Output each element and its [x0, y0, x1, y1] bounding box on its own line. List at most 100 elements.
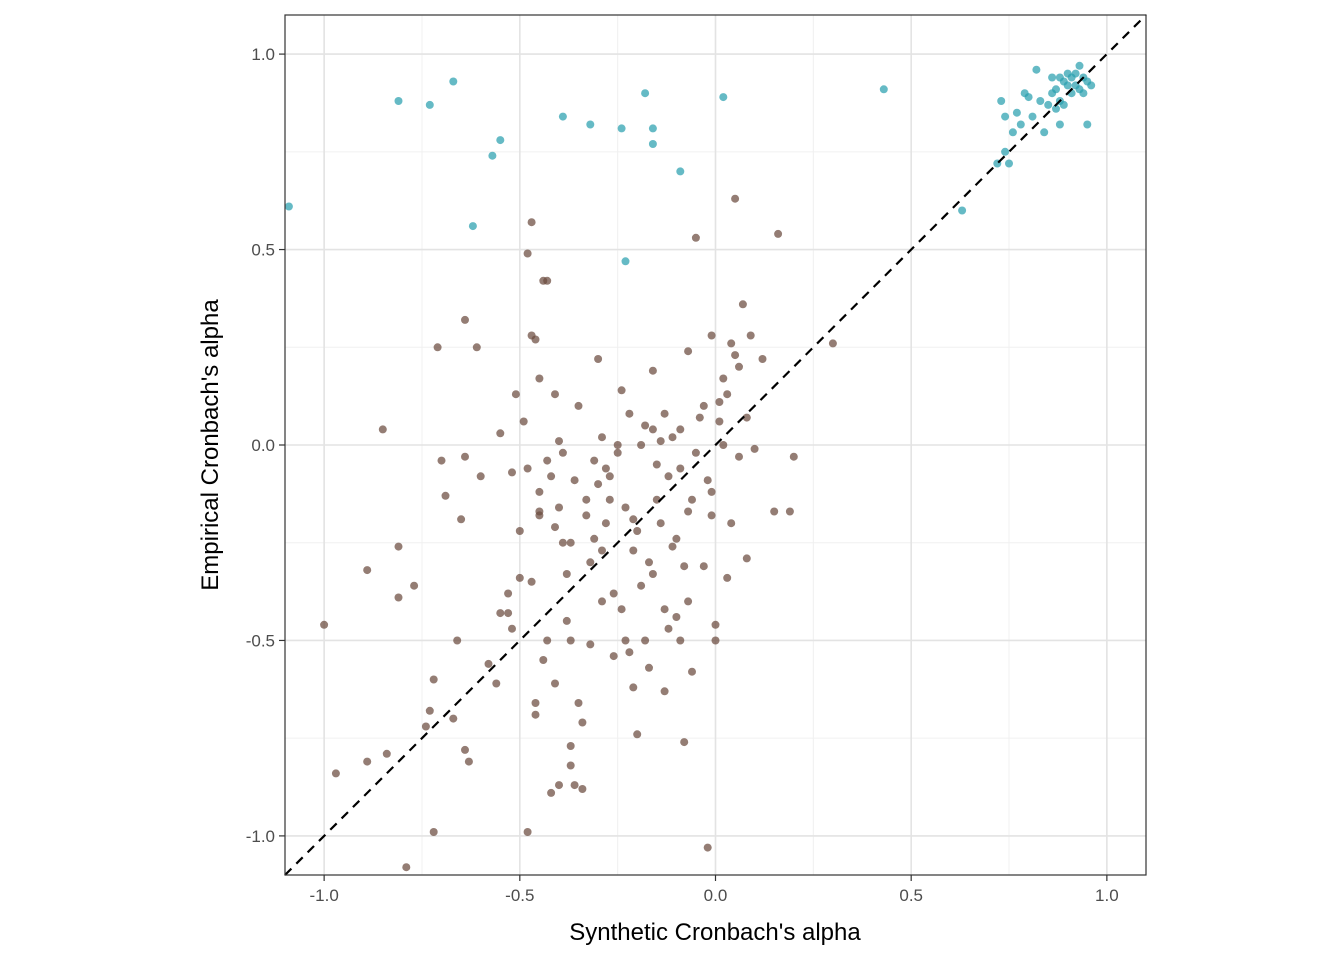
data-point — [1016, 120, 1025, 129]
data-point — [558, 538, 567, 547]
data-point — [284, 202, 293, 211]
data-point — [547, 788, 556, 797]
data-point — [1059, 100, 1068, 109]
data-point — [605, 472, 614, 481]
data-point — [629, 546, 638, 555]
data-point — [1048, 73, 1057, 82]
x-tick-label: -1.0 — [309, 886, 338, 905]
data-point — [574, 401, 583, 410]
data-point — [590, 456, 599, 465]
data-point — [551, 679, 559, 688]
data-point — [676, 636, 685, 645]
data-point — [1083, 120, 1092, 129]
data-point — [691, 448, 700, 457]
data-point — [723, 573, 732, 582]
data-point — [707, 511, 716, 520]
x-axis: -1.0 -0.5 0.0 0.5 1.0 — [309, 875, 1119, 905]
data-point — [1001, 147, 1010, 156]
data-point — [735, 452, 743, 461]
data-point — [641, 421, 650, 430]
data-point — [691, 233, 700, 242]
data-point — [566, 761, 575, 770]
data-point — [531, 699, 540, 707]
data-point — [558, 112, 567, 121]
data-point — [664, 624, 673, 633]
data-point — [715, 398, 724, 406]
data-point — [496, 136, 505, 145]
data-point — [511, 390, 520, 399]
data-point — [742, 554, 751, 563]
data-point — [555, 503, 563, 512]
data-point — [785, 507, 794, 516]
data-point — [1008, 128, 1017, 137]
data-point — [566, 538, 575, 547]
data-point — [609, 652, 618, 661]
data-point — [425, 706, 434, 715]
data-point — [656, 519, 665, 528]
data-point — [1024, 93, 1033, 102]
data-point — [578, 785, 587, 793]
data-point — [648, 425, 657, 434]
data-point — [828, 339, 837, 348]
data-point — [688, 495, 696, 504]
data-point — [652, 460, 661, 469]
data-point — [699, 401, 708, 410]
identity-line — [284, 14, 1147, 876]
data-point — [410, 581, 419, 590]
data-point — [1071, 69, 1080, 78]
data-point — [457, 515, 466, 524]
data-point — [504, 589, 513, 598]
data-point — [543, 456, 552, 465]
x-tick-label: -0.5 — [505, 886, 534, 905]
data-point — [468, 222, 477, 231]
data-point — [1063, 81, 1072, 90]
data-point — [641, 89, 650, 98]
data-point — [703, 843, 712, 852]
data-point — [645, 558, 653, 567]
data-point — [578, 718, 587, 727]
data-point — [997, 97, 1006, 105]
data-point — [770, 507, 779, 516]
data-point — [523, 249, 532, 258]
data-point — [429, 675, 438, 684]
y-tick-label: 0.0 — [251, 436, 275, 455]
data-point — [684, 347, 693, 356]
data-point — [738, 300, 747, 309]
data-point — [461, 745, 469, 754]
data-point — [437, 456, 446, 465]
data-point — [531, 335, 540, 344]
data-point — [660, 605, 669, 614]
data-point — [699, 562, 708, 571]
y-tick-label: -1.0 — [246, 827, 275, 846]
data-point — [1055, 73, 1064, 82]
data-point — [648, 124, 657, 133]
data-point — [648, 140, 657, 148]
data-point — [680, 562, 689, 571]
data-point — [535, 374, 544, 383]
data-point — [543, 276, 552, 285]
data-point — [707, 331, 716, 340]
data-point — [425, 100, 434, 109]
data-point — [551, 390, 559, 399]
y-axis: -1.0 -0.5 0.0 0.5 1.0 — [246, 45, 285, 846]
data-point — [449, 714, 458, 723]
data-point — [598, 597, 606, 606]
data-point — [378, 425, 387, 434]
data-point — [1001, 112, 1010, 121]
data-point — [605, 495, 614, 504]
data-point — [1048, 89, 1057, 98]
data-point — [484, 659, 493, 668]
data-point — [535, 507, 544, 516]
data-point — [320, 620, 329, 629]
data-point — [617, 386, 626, 395]
data-point — [429, 828, 438, 836]
data-point — [586, 558, 595, 567]
data-point — [1005, 159, 1013, 168]
data-point — [648, 570, 657, 578]
data-point — [711, 636, 720, 645]
data-point — [476, 472, 485, 481]
data-point — [731, 351, 740, 360]
data-point — [711, 620, 720, 629]
data-point — [621, 503, 630, 512]
y-axis-title: Empirical Cronbach's alpha — [197, 299, 224, 591]
